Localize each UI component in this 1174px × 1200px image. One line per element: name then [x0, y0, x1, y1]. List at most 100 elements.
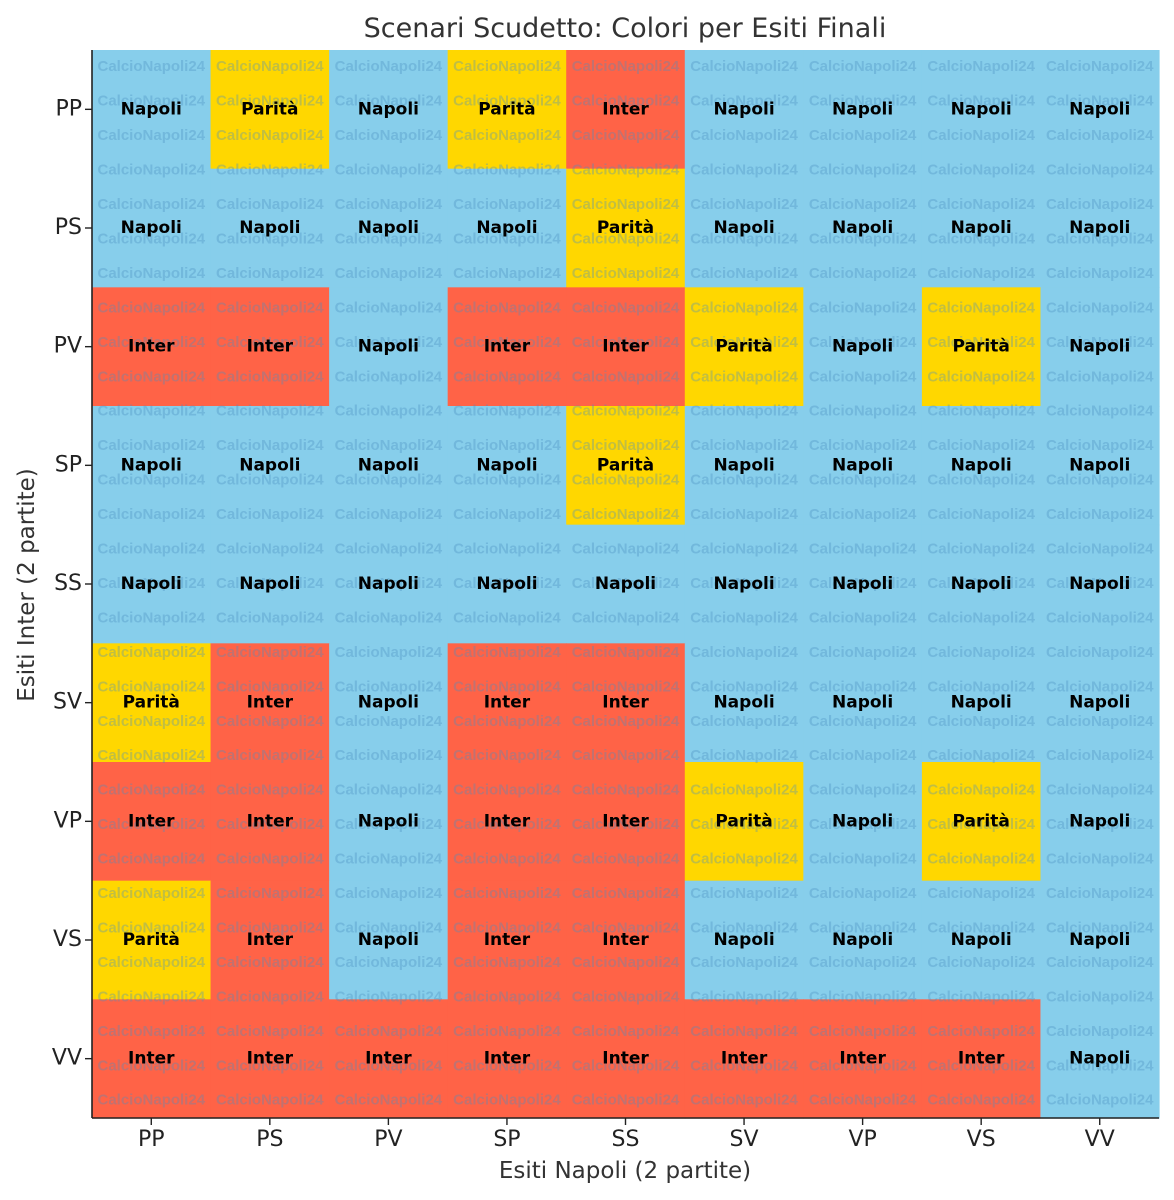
watermark-text: CalcioNapoli24	[809, 472, 917, 489]
watermark-text: CalcioNapoli24	[216, 368, 324, 385]
heatmap-cell	[447, 524, 567, 644]
watermark-text: CalcioNapoli24	[572, 1023, 680, 1040]
watermark-text: CalcioNapoli24	[453, 368, 561, 385]
watermark-text: CalcioNapoli24	[1046, 265, 1154, 282]
cell-label: Napoli	[121, 455, 182, 475]
watermark-text: CalcioNapoli24	[572, 437, 680, 454]
cell-label: Napoli	[832, 811, 893, 831]
watermark-text: CalcioNapoli24	[809, 575, 917, 592]
x-tick-label: VS	[967, 1127, 996, 1152]
watermark-text: CalcioNapoli24	[927, 437, 1035, 454]
watermark-text: CalcioNapoli24	[809, 713, 917, 730]
heatmap-cell	[92, 50, 212, 170]
cell-label: Napoli	[832, 930, 893, 950]
watermark-text: CalcioNapoli24	[216, 1023, 324, 1040]
cell-label: Napoli	[951, 930, 1012, 950]
cell-label: Napoli	[1069, 811, 1130, 831]
watermark-text: CalcioNapoli24	[927, 196, 1035, 213]
watermark-text: CalcioNapoli24	[98, 575, 206, 592]
cell-label: Napoli	[713, 930, 774, 950]
watermark-text: CalcioNapoli24	[453, 265, 561, 282]
cell-label: Parità	[715, 337, 772, 357]
heatmap-cell	[210, 50, 330, 170]
watermark-text: CalcioNapoli24	[216, 127, 324, 144]
cell-label: Inter	[128, 811, 175, 831]
watermark-text: CalcioNapoli24	[572, 299, 680, 316]
heatmap-cell	[92, 999, 212, 1119]
watermark-text: CalcioNapoli24	[98, 93, 206, 110]
watermark-text: CalcioNapoli24	[335, 747, 443, 764]
watermark-text: CalcioNapoli24	[216, 919, 324, 936]
watermark-text: CalcioNapoli24	[335, 851, 443, 868]
watermark-text: CalcioNapoli24	[453, 299, 561, 316]
heatmap-cell	[803, 643, 923, 763]
x-tick-label: VP	[848, 1127, 876, 1152]
watermark-text: CalcioNapoli24	[809, 162, 917, 179]
heatmap-cell	[803, 524, 923, 644]
y-tick-label: VV	[52, 1046, 82, 1071]
watermark-text: CalcioNapoli24	[216, 644, 324, 661]
cell-label: Napoli	[832, 693, 893, 713]
heatmap-cell	[210, 406, 330, 526]
watermark-text: CalcioNapoli24	[927, 265, 1035, 282]
heatmap-cell	[566, 762, 686, 882]
cell-label: Inter	[247, 1049, 294, 1069]
heatmap-cell	[1040, 168, 1160, 288]
watermark-text: CalcioNapoli24	[927, 644, 1035, 661]
watermark-text: CalcioNapoli24	[98, 334, 206, 351]
watermark-text: CalcioNapoli24	[809, 93, 917, 110]
watermark-text: CalcioNapoli24	[216, 58, 324, 75]
watermark-text: CalcioNapoli24	[1046, 1092, 1154, 1109]
watermark-text: CalcioNapoli24	[98, 919, 206, 936]
watermark-text: CalcioNapoli24	[927, 334, 1035, 351]
watermark-text: CalcioNapoli24	[216, 299, 324, 316]
watermark-text: CalcioNapoli24	[809, 678, 917, 695]
watermark-text: CalcioNapoli24	[216, 541, 324, 558]
watermark-text: CalcioNapoli24	[216, 162, 324, 179]
cell-label: Napoli	[358, 455, 419, 475]
watermark-text: CalcioNapoli24	[453, 230, 561, 247]
watermark-text: CalcioNapoli24	[335, 988, 443, 1005]
heatmap-cell	[210, 643, 330, 763]
cell-label: Napoli	[832, 574, 893, 594]
watermark-text: CalcioNapoli24	[216, 678, 324, 695]
watermark-text: CalcioNapoli24	[216, 506, 324, 523]
cell-label: Napoli	[358, 218, 419, 238]
cell-label: Napoli	[1069, 574, 1130, 594]
watermark-text: CalcioNapoli24	[98, 713, 206, 730]
cell-label: Napoli	[1069, 693, 1130, 713]
watermark-text: CalcioNapoli24	[1046, 747, 1154, 764]
watermark-text: CalcioNapoli24	[335, 472, 443, 489]
heatmap-cell	[566, 643, 686, 763]
heatmap-cell	[447, 999, 567, 1119]
watermark-text: CalcioNapoli24	[453, 472, 561, 489]
watermark-text: CalcioNapoli24	[98, 472, 206, 489]
watermark-text: CalcioNapoli24	[690, 782, 798, 799]
watermark-text: CalcioNapoli24	[1046, 816, 1154, 833]
watermark-text: CalcioNapoli24	[98, 299, 206, 316]
watermark-text: CalcioNapoli24	[98, 230, 206, 247]
y-tick-label: SP	[55, 452, 82, 477]
watermark-text: CalcioNapoli24	[572, 644, 680, 661]
cell-label: Napoli	[358, 574, 419, 594]
watermark-text: CalcioNapoli24	[809, 851, 917, 868]
x-tick-label: SV	[730, 1127, 759, 1152]
watermark-text: CalcioNapoli24	[690, 403, 798, 420]
cell-label: Napoli	[832, 455, 893, 475]
watermark-text: CalcioNapoli24	[927, 816, 1035, 833]
watermark-text: CalcioNapoli24	[809, 954, 917, 971]
cell-label: Napoli	[595, 574, 656, 594]
x-tick-label: PV	[374, 1127, 402, 1152]
watermark-text: CalcioNapoli24	[335, 334, 443, 351]
y-axis-label: Esiti Inter (2 partite)	[14, 468, 40, 702]
cell-label: Parità	[241, 99, 298, 119]
watermark-text: CalcioNapoli24	[1046, 472, 1154, 489]
cell-label: Inter	[721, 1049, 768, 1069]
heatmap-cell	[210, 880, 330, 1000]
watermark-text: CalcioNapoli24	[690, 609, 798, 626]
watermark-text: CalcioNapoli24	[453, 1023, 561, 1040]
watermark-text: CalcioNapoli24	[335, 954, 443, 971]
watermark-text: CalcioNapoli24	[453, 678, 561, 695]
cell-label: Napoli	[832, 99, 893, 119]
